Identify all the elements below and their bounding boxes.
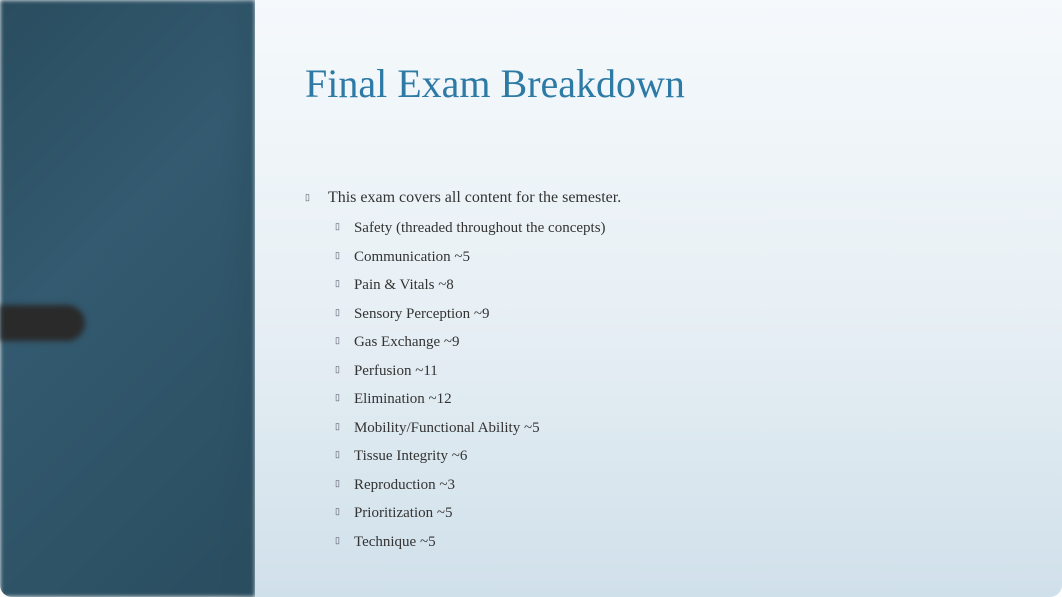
- bullet-icon: ▯: [335, 250, 340, 261]
- sub-list-item: ▯ Pain & Vitals ~8: [335, 274, 1022, 297]
- sub-list-item: ▯ Safety (threaded throughout the concep…: [335, 217, 1022, 240]
- tab-handle[interactable]: [0, 305, 85, 341]
- sub-item-text: Safety (threaded throughout the concepts…: [354, 217, 606, 240]
- sub-item-text: Prioritization ~5: [354, 502, 453, 525]
- slide-title: Final Exam Breakdown: [305, 60, 1022, 107]
- bullet-icon: ▯: [335, 392, 340, 403]
- sub-item-text: Reproduction ~3: [354, 474, 455, 497]
- bullet-icon: ▯: [305, 192, 310, 203]
- sub-item-text: Pain & Vitals ~8: [354, 274, 454, 297]
- sub-item-text: Perfusion ~11: [354, 360, 438, 383]
- bullet-icon: ▯: [335, 535, 340, 546]
- sub-list-item: ▯ Gas Exchange ~9: [335, 331, 1022, 354]
- content-area: Final Exam Breakdown ▯ This exam covers …: [255, 0, 1062, 597]
- sub-list-item: ▯ Sensory Perception ~9: [335, 303, 1022, 326]
- sub-list-item: ▯ Technique ~5: [335, 531, 1022, 554]
- sub-list-item: ▯ Prioritization ~5: [335, 502, 1022, 525]
- bullet-icon: ▯: [335, 478, 340, 489]
- list-container: ▯ This exam covers all content for the s…: [305, 187, 1022, 553]
- bullet-icon: ▯: [335, 421, 340, 432]
- bullet-icon: ▯: [335, 449, 340, 460]
- bullet-icon: ▯: [335, 307, 340, 318]
- sub-list-item: ▯ Tissue Integrity ~6: [335, 445, 1022, 468]
- sidebar-panel: [0, 0, 255, 597]
- main-item-text: This exam covers all content for the sem…: [328, 187, 621, 209]
- bullet-icon: ▯: [335, 221, 340, 232]
- sub-list: ▯ Safety (threaded throughout the concep…: [335, 217, 1022, 553]
- bullet-icon: ▯: [335, 278, 340, 289]
- sub-item-text: Tissue Integrity ~6: [354, 445, 467, 468]
- sub-list-item: ▯ Mobility/Functional Ability ~5: [335, 417, 1022, 440]
- main-list-item: ▯ This exam covers all content for the s…: [305, 187, 1022, 209]
- sub-item-text: Mobility/Functional Ability ~5: [354, 417, 540, 440]
- sub-item-text: Elimination ~12: [354, 388, 452, 411]
- sub-item-text: Technique ~5: [354, 531, 436, 554]
- sub-list-item: ▯ Reproduction ~3: [335, 474, 1022, 497]
- sub-item-text: Sensory Perception ~9: [354, 303, 490, 326]
- sub-list-item: ▯ Elimination ~12: [335, 388, 1022, 411]
- bullet-icon: ▯: [335, 335, 340, 346]
- bullet-icon: ▯: [335, 506, 340, 517]
- sub-list-item: ▯ Communication ~5: [335, 246, 1022, 269]
- sub-item-text: Communication ~5: [354, 246, 470, 269]
- sub-item-text: Gas Exchange ~9: [354, 331, 460, 354]
- bullet-icon: ▯: [335, 364, 340, 375]
- sub-list-item: ▯ Perfusion ~11: [335, 360, 1022, 383]
- slide-container: Final Exam Breakdown ▯ This exam covers …: [0, 0, 1062, 597]
